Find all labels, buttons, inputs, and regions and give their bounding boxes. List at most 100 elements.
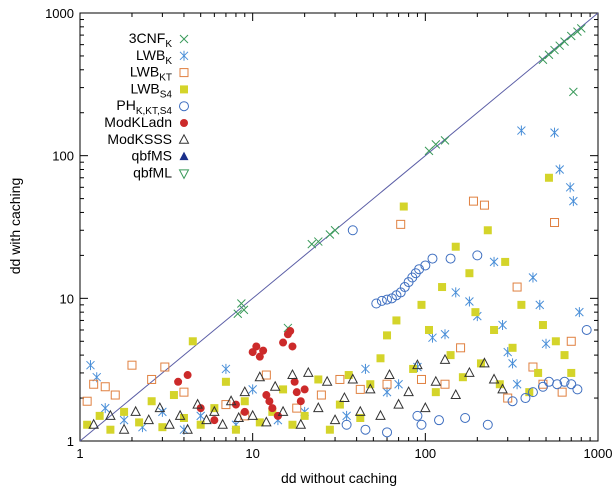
marker-stroke bbox=[196, 410, 206, 421]
point-modksss bbox=[192, 398, 203, 409]
point-modkladn bbox=[255, 352, 264, 361]
marker-shape bbox=[292, 388, 301, 397]
x-tick-label: 1000 bbox=[584, 446, 613, 461]
marker-shape bbox=[445, 253, 456, 264]
marker-stroke bbox=[508, 358, 517, 369]
point-modksss bbox=[269, 380, 281, 391]
point-lwb-s4 bbox=[483, 226, 492, 235]
marker-shape bbox=[201, 414, 212, 425]
point-modksss bbox=[384, 368, 395, 380]
marker-shape bbox=[277, 405, 289, 416]
point-3cnf-k bbox=[555, 41, 565, 51]
x-tick-label: 1 bbox=[76, 446, 83, 461]
marker-stroke bbox=[565, 182, 575, 193]
point-modksss bbox=[479, 357, 490, 368]
marker-stroke bbox=[119, 415, 129, 426]
point-ph-k-kt-s4 bbox=[382, 294, 393, 305]
point-lwb-s4 bbox=[325, 425, 334, 434]
marker-stroke bbox=[566, 31, 576, 41]
marker-shape bbox=[261, 370, 271, 380]
y-tick-label: 1000 bbox=[45, 6, 74, 21]
legend-marker-lwb-k bbox=[179, 50, 189, 61]
marker-shape bbox=[355, 384, 365, 394]
data-points-layer bbox=[82, 24, 592, 438]
point-lwb-s4 bbox=[465, 269, 474, 278]
marker-shape bbox=[572, 384, 583, 395]
plot-frame bbox=[79, 12, 599, 442]
marker-stroke bbox=[307, 239, 317, 249]
marker-shape bbox=[495, 380, 504, 389]
marker-shape bbox=[279, 338, 288, 347]
point-lwb-s4 bbox=[158, 423, 167, 432]
legend-marker-modkladn bbox=[180, 119, 188, 127]
marker-shape bbox=[456, 343, 466, 353]
point-modksss bbox=[254, 371, 266, 382]
marker-shape bbox=[399, 282, 410, 293]
plot-axes: 11 10 10 100 100 1000 1000 bbox=[45, 6, 612, 461]
marker-shape bbox=[383, 331, 392, 340]
marker-stroke bbox=[325, 230, 335, 239]
point-lwb-s4 bbox=[501, 257, 510, 266]
point-modksss bbox=[464, 366, 475, 377]
point-ph-k-kt-s4 bbox=[572, 384, 583, 395]
point-lwb-s4 bbox=[376, 354, 385, 363]
marker-shape bbox=[106, 425, 115, 434]
marker-shape bbox=[434, 415, 445, 426]
marker-shape bbox=[288, 420, 297, 429]
point-modkladn bbox=[300, 385, 309, 394]
point-ph-k-kt-s4 bbox=[371, 298, 382, 309]
marker-shape bbox=[178, 133, 190, 144]
point-modksss bbox=[233, 411, 245, 422]
legend-label-modkladn: ModKLadn bbox=[104, 114, 172, 130]
marker-shape bbox=[420, 402, 431, 413]
point-modksss bbox=[393, 398, 404, 409]
point-lwb-s4 bbox=[567, 368, 576, 377]
marker-shape bbox=[269, 380, 281, 391]
point-lwb-s4 bbox=[188, 337, 197, 346]
marker-shape bbox=[192, 398, 203, 409]
marker-stroke bbox=[555, 41, 565, 51]
point-modksss bbox=[354, 405, 366, 416]
x-tick-label: 100 bbox=[414, 446, 436, 461]
point-lwb-kt bbox=[557, 387, 567, 397]
marker-shape bbox=[147, 397, 156, 406]
point-ph-k-kt-s4 bbox=[434, 415, 445, 426]
marker-shape bbox=[464, 366, 475, 377]
marker-stroke bbox=[342, 410, 351, 421]
point-3cnf-k bbox=[566, 31, 576, 41]
marker-shape bbox=[316, 390, 326, 400]
marker-stroke bbox=[489, 256, 499, 267]
point-lwb-s4 bbox=[446, 351, 455, 360]
marker-shape bbox=[179, 68, 189, 78]
marker-shape bbox=[371, 298, 382, 309]
marker-shape bbox=[179, 151, 189, 161]
marker-stroke bbox=[248, 384, 258, 395]
marker-stroke bbox=[538, 55, 548, 65]
marker-shape bbox=[458, 373, 467, 382]
marker-shape bbox=[517, 300, 526, 309]
marker-shape bbox=[525, 388, 534, 397]
legend-marker-lwb-kt bbox=[179, 68, 189, 78]
marker-shape bbox=[118, 423, 130, 434]
point-3cnf-k bbox=[569, 87, 578, 97]
point-ph-k-kt-s4 bbox=[341, 419, 352, 430]
point-ph-k-kt-s4 bbox=[427, 253, 438, 264]
point-modksss bbox=[261, 416, 272, 427]
point-lwb-kt bbox=[416, 374, 426, 384]
marker-shape bbox=[431, 388, 440, 397]
marker-shape bbox=[314, 375, 323, 384]
marker-shape bbox=[300, 385, 309, 394]
point-lwb-s4 bbox=[490, 325, 499, 334]
point-lwb-kt bbox=[456, 343, 466, 353]
point-lwb-kt bbox=[550, 218, 560, 228]
point-modksss bbox=[420, 402, 431, 413]
marker-shape bbox=[164, 418, 175, 429]
point-modkladn bbox=[296, 397, 305, 406]
marker-shape bbox=[399, 202, 408, 211]
point-ph-k-kt-s4 bbox=[376, 295, 387, 306]
marker-shape bbox=[430, 375, 442, 386]
marker-shape bbox=[179, 101, 189, 112]
marker-shape bbox=[210, 416, 219, 425]
marker-shape bbox=[439, 353, 451, 364]
